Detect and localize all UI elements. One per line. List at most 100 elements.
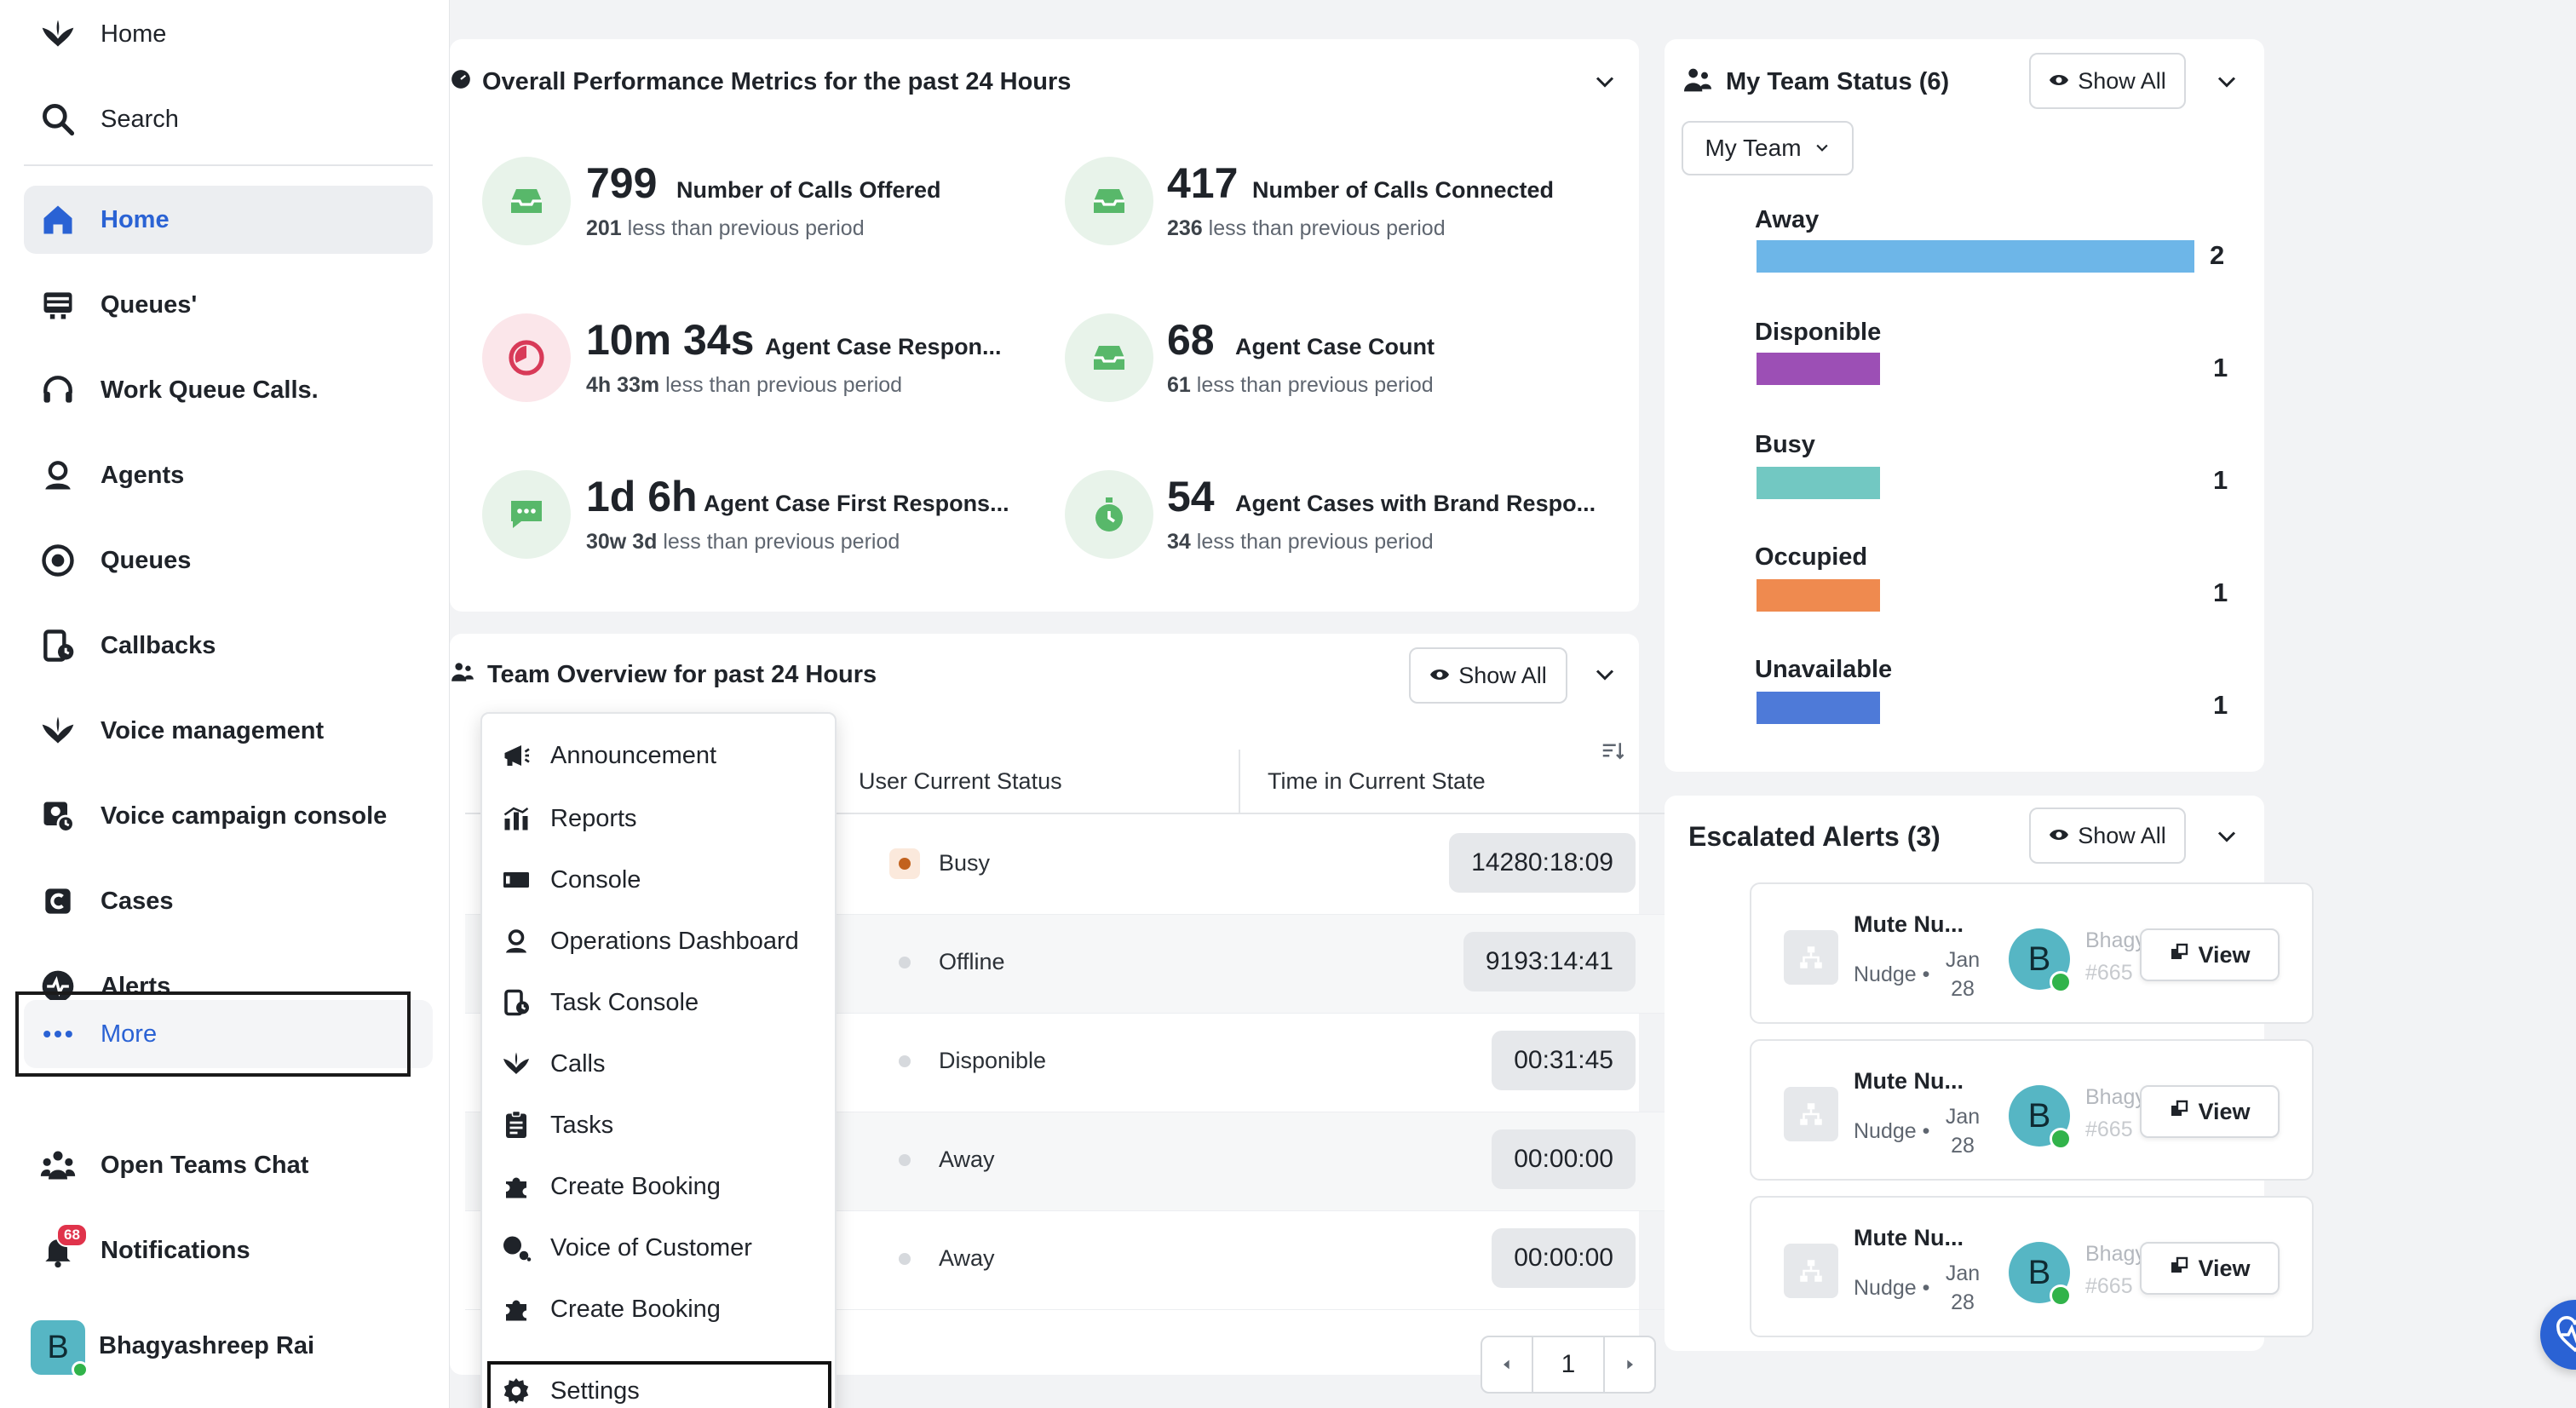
- pagination-page-input[interactable]: 1: [1532, 1336, 1605, 1394]
- menu-item-label: Settings: [550, 1376, 640, 1405]
- row-time: 00:00:00: [1492, 1228, 1636, 1288]
- agent-icon: [24, 457, 92, 494]
- team-filter-label: My Team: [1705, 135, 1802, 161]
- more-dropdown-menu: Announcement Reports Console Operations …: [480, 712, 837, 1408]
- team-overview-collapse-chevron-icon[interactable]: [1590, 659, 1620, 690]
- row-time: 14280:18:09: [1449, 833, 1636, 893]
- table-row[interactable]: [465, 1211, 1697, 1310]
- queue-icon: [24, 286, 92, 324]
- metric-label: Number of Calls Connected: [1252, 177, 1555, 203]
- menu-item-announcement[interactable]: Announcement: [482, 724, 835, 787]
- status-count-unavailable: 1: [2213, 690, 2228, 720]
- online-status-dot: [72, 1361, 89, 1378]
- team-status-collapse-chevron-icon[interactable]: [2211, 66, 2242, 97]
- sidebar-brand-label: Home: [101, 20, 167, 48]
- menu-item-label: Reports: [550, 804, 637, 832]
- table-header-time-in-state[interactable]: Time in Current State: [1240, 750, 1697, 814]
- sidebar-item-open-teams-chat[interactable]: Open Teams Chat: [24, 1131, 433, 1199]
- pagination-prev-button[interactable]: [1481, 1336, 1533, 1394]
- hierarchy-icon: [1784, 1087, 1838, 1141]
- menu-item-tasks[interactable]: Tasks: [482, 1094, 835, 1157]
- metric-value: 68: [1167, 316, 1215, 364]
- user-avatar[interactable]: B: [31, 1320, 85, 1375]
- escalated-show-all-button[interactable]: Show All: [2029, 807, 2186, 864]
- escalated-collapse-chevron-icon[interactable]: [2211, 821, 2242, 852]
- performance-collapse-chevron-icon[interactable]: [1590, 66, 1620, 97]
- status-bar-occupied: [1757, 579, 1881, 612]
- status-label-away: Away: [1755, 206, 1820, 233]
- alert-type: Nudge •: [1854, 963, 1930, 986]
- sidebar-item-voice-management[interactable]: Voice management: [24, 697, 433, 765]
- metric-delta: 4h 33m less than previous period: [586, 373, 903, 397]
- metric-value: 799: [586, 159, 658, 207]
- sidebar-item-label: Home: [101, 205, 170, 233]
- sidebar-item-more[interactable]: More: [24, 1000, 433, 1068]
- sidebar-item-agents[interactable]: Agents: [24, 441, 433, 509]
- alert-assignee: Bhagy: [2085, 1242, 2146, 1266]
- sidebar-item-cases[interactable]: Cases: [24, 867, 433, 935]
- alert-title: Mute Nu...: [1854, 911, 1964, 937]
- operations-icon: [482, 926, 550, 957]
- menu-item-calls[interactable]: Calls: [482, 1032, 835, 1095]
- table-row[interactable]: [465, 1014, 1697, 1112]
- whatsapp-icon: [2050, 1128, 2072, 1150]
- table-header-user-status[interactable]: User Current Status: [831, 750, 1240, 814]
- sidebar-search[interactable]: Search: [24, 85, 433, 153]
- team-status-show-all-button[interactable]: Show All: [2029, 53, 2186, 109]
- activity-fab-button[interactable]: [2540, 1300, 2576, 1370]
- sidebar-item-home[interactable]: Home: [24, 186, 433, 254]
- table-row[interactable]: [465, 816, 1697, 915]
- sidebar-item-label: Callbacks: [101, 631, 216, 659]
- metric-delta: 30w 3d less than previous period: [586, 530, 900, 554]
- metric-label: Number of Calls Offered: [676, 177, 941, 203]
- speedometer-icon: [450, 68, 472, 95]
- metric-delta: 61 less than previous period: [1167, 373, 1434, 397]
- alert-item[interactable]: Mute Nu... Nudge • Jan 28 B Bhagy #665 Vi…: [1750, 882, 2314, 1024]
- timer-icon: [482, 313, 571, 402]
- target-icon: [24, 542, 92, 579]
- alert-date: Jan 28: [1945, 1261, 1981, 1314]
- sidebar-item-queues[interactable]: Queues: [24, 526, 433, 595]
- sidebar-item-notifications[interactable]: Notifications: [24, 1216, 433, 1284]
- sidebar-item-callbacks[interactable]: Callbacks: [24, 612, 433, 680]
- metric-delta: 34 less than previous period: [1167, 530, 1434, 554]
- menu-item-settings[interactable]: Settings: [482, 1359, 835, 1408]
- alert-view-button[interactable]: View: [2140, 1085, 2280, 1138]
- eye-icon: [2049, 68, 2069, 95]
- sidebar-item-work-queue-calls[interactable]: Work Queue Calls.: [24, 356, 433, 424]
- sidebar-item-voice-campaign-console[interactable]: Voice campaign console: [24, 782, 433, 850]
- menu-item-operations-dashboard[interactable]: Operations Dashboard: [482, 910, 835, 973]
- metric-value: 10m 34s: [586, 316, 755, 364]
- alert-assignee: Bhagy: [2085, 1085, 2146, 1109]
- alert-item[interactable]: Mute Nu... Nudge • Jan 28 B Bhagy #665 Vi…: [1750, 1196, 2314, 1337]
- menu-item-create-booking-2[interactable]: Create Booking: [482, 1278, 835, 1341]
- team-overview-show-all-button[interactable]: Show All: [1409, 647, 1567, 704]
- status-count-busy: 1: [2213, 465, 2228, 495]
- whatsapp-icon: [2050, 1284, 2072, 1307]
- alert-item[interactable]: Mute Nu... Nudge • Jan 28 B Bhagy #665 Vi…: [1750, 1039, 2314, 1181]
- alert-view-button[interactable]: View: [2140, 1242, 2280, 1295]
- eye-icon: [1429, 663, 1450, 689]
- alert-assignee: Bhagy: [2085, 928, 2146, 952]
- user-name[interactable]: Bhagyashreep Rai: [99, 1332, 315, 1359]
- sidebar-brand-home[interactable]: Home: [24, 0, 433, 68]
- team-filter-dropdown[interactable]: My Team: [1682, 121, 1854, 175]
- menu-item-reports[interactable]: Reports: [482, 787, 835, 850]
- menu-item-create-booking[interactable]: Create Booking: [482, 1155, 835, 1218]
- sidebar-item-label: Cases: [101, 887, 174, 915]
- puzzle-icon: [482, 1171, 550, 1202]
- menu-item-voice-of-customer[interactable]: Voice of Customer: [482, 1216, 835, 1279]
- alert-id: #665: [2085, 1274, 2133, 1298]
- sort-icon[interactable]: [1600, 738, 1625, 763]
- performance-card: [450, 39, 1639, 612]
- calls-icon: [482, 1049, 550, 1079]
- pagination-next-button[interactable]: [1603, 1336, 1656, 1394]
- menu-item-console[interactable]: Console: [482, 848, 835, 911]
- menu-item-task-console[interactable]: Task Console: [482, 971, 835, 1034]
- alert-view-button[interactable]: View: [2140, 928, 2280, 981]
- status-count-disponible: 1: [2213, 353, 2228, 382]
- headset-icon: [24, 371, 92, 409]
- sidebar-item-queues-prime[interactable]: Queues': [24, 271, 433, 339]
- status-label-disponible: Disponible: [1755, 319, 1882, 346]
- performance-title: Overall Performance Metrics for the past…: [482, 68, 1072, 95]
